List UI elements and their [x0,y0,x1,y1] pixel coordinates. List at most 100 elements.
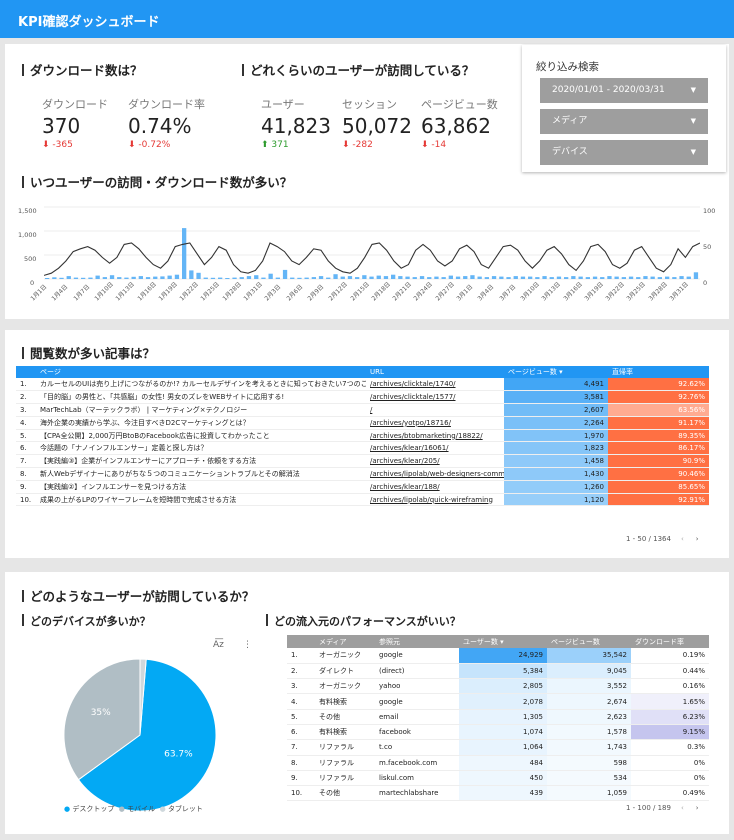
source-row[interactable]: 2. ダイレクト (direct) 5,384 9,045 0.44% [287,663,709,680]
source-row[interactable]: 9. リファラル liskul.com 450 534 0% [287,770,709,787]
row-index: 9. [16,480,36,494]
download-bar [571,276,576,279]
filter-panel: 絞り込み検索 2020/01/01 - 2020/03/31 ▼ メディア ▼ デバ… [522,45,726,172]
article-title: 海外企業の実績から学ぶ、今注目すべきD2Cマーケティングとは？ [36,416,366,430]
users-cell: 2,078 [459,693,547,710]
col-media[interactable]: メディア [315,635,375,648]
date-range-select[interactable]: 2020/01/01 - 2020/03/31 ▼ [540,78,708,103]
dlrate-cell: 1.65% [631,693,709,710]
bounce-cell: 91.17% [608,416,709,430]
source-row[interactable]: 3. オーガニック yahoo 2,805 3,552 0.16% [287,678,709,695]
download-bar [592,276,598,279]
article-title: 【実践編③】企業がインフルエンサーにアプローチ・依頼をする方法 [36,454,366,469]
article-url-link[interactable]: /archives/klear/188/ [366,480,504,494]
download-bar [542,276,547,279]
source-cell: liskul.com [375,770,459,787]
col-bounce[interactable]: 直帰率 [608,366,709,378]
pie-label: 35% [91,708,111,718]
article-row[interactable]: 7. 【実践編③】企業がインフルエンサーにアプローチ・依頼をする方法 /arch… [16,454,709,469]
col-url[interactable]: URL [366,366,504,378]
prev-page-button[interactable]: ‹ [680,535,684,543]
prev-page-button[interactable]: ‹ [680,804,684,812]
media-select[interactable]: メディア ▼ [540,109,708,134]
article-url-link[interactable]: /archives/klear/205/ [366,454,504,469]
source-row[interactable]: 1. オーガニック google 24,929 35,542 0.19% [287,648,709,664]
source-row[interactable]: 8. リファラル m.facebook.com 484 598 0% [287,755,709,771]
col-source[interactable]: 参照元 [375,635,459,648]
download-bar [686,276,691,279]
row-index: 8. [287,755,315,771]
download-bar [59,277,64,279]
download-bar [665,276,670,279]
article-url-link[interactable]: /archives/klear/16061/ [366,441,504,456]
article-row[interactable]: 4. 海外企業の実績から学ぶ、今注目すべきD2Cマーケティングとは？ /arch… [16,416,709,430]
col-pageviews[interactable]: ページビュー数 ▾ [504,366,608,378]
timeline-chart [44,206,700,280]
pv-cell: 3,552 [547,678,631,695]
pv-cell: 35,542 [547,648,631,664]
article-row[interactable]: 8. 新人Webデザイナーにありがちな５つのコミュニケーショントラブルとその解消… [16,467,709,481]
article-row[interactable]: 3. MarTechLab（マーテックラボ） | マーケティング×テクノロジー … [16,403,709,417]
more-menu-icon[interactable]: ⋮ [243,640,252,650]
download-bar [45,278,50,279]
download-bar [419,276,425,279]
users-line [44,242,700,276]
article-url-link[interactable]: /archives/yotpo/18716/ [366,416,504,430]
article-url-link[interactable]: /archives/lipolab/web-designers-communic… [366,467,504,481]
arrow-down-icon: ⬇ [42,140,53,150]
download-bar [621,277,626,279]
article-title: 新人Webデザイナーにありがちな５つのコミュニケーショントラブルとその解消法 [36,467,366,481]
next-page-button[interactable]: › [695,535,699,543]
arrow-up-icon: ⬆ [261,140,272,150]
source-row[interactable]: 6. 有料検索 facebook 1,074 1,578 9.15% [287,724,709,741]
article-row[interactable]: 6. 今話題の「ナノインフルエンサー」定義と探し方は？ /archives/kl… [16,441,709,456]
source-row[interactable]: 5. その他 email 1,305 2,623 6.23% [287,709,709,725]
legend-dot: ● [64,805,71,813]
download-bar [239,277,244,279]
device-select[interactable]: デバイス ▼ [540,140,708,165]
article-row[interactable]: 10. 成果の上がるLPのワイヤーフレームを短時間で完成させる方法 /archi… [16,493,709,507]
sort-icon[interactable]: A͞z [213,640,224,650]
article-url-link[interactable]: / [366,403,504,417]
devices-heading: どのデバイスが多いか？ [22,613,151,629]
next-page-button[interactable]: › [695,804,699,812]
article-title: 【実践編②】インフルエンサーを見つける方法 [36,480,366,494]
article-url-link[interactable]: /archives/clicktale/1740/ [366,378,504,392]
source-row[interactable]: 4. 有料検索 google 2,078 2,674 1.65% [287,693,709,710]
kpi-downloads: ダウンロード 370 ⬇ -365 [42,98,108,150]
users-cell: 439 [459,785,547,802]
source-cell: facebook [375,724,459,741]
users-cell: 2,805 [459,678,547,695]
article-url-link[interactable]: /archives/lipolab/quick-wireframing [366,493,504,507]
article-url-link[interactable]: /archives/clicktale/1577/ [366,390,504,405]
article-row[interactable]: 5. 【CPA全公開】2,000万円BtoBのFacebook広告に投資してわか… [16,429,709,443]
download-bar [124,277,129,279]
article-row[interactable]: 2. 「目的脳」の男性と、「共感脳」の女性! 男女のズレをWEBサイトに応用する… [16,390,709,405]
download-bar [477,276,482,279]
arrow-down-icon: ⬇ [342,140,353,150]
row-index: 6. [287,724,315,741]
source-row[interactable]: 10. その他 martechlabshare 439 1,059 0.49% [287,785,709,802]
download-bar [153,276,158,279]
download-bar [376,275,381,279]
kpi-users: ユーザー 41,823 ⬆ 371 [261,98,331,150]
download-bar [643,276,648,279]
col-pv[interactable]: ページビュー数 [547,635,631,648]
row-index: 1. [287,648,315,664]
pv-cell: 9,045 [547,663,631,680]
col-dlrate[interactable]: ダウンロード率 [631,635,709,648]
arrow-down-icon: ⬇ [421,140,432,150]
pageviews-cell: 2,264 [504,416,608,430]
article-row[interactable]: 1. カルーセルのUIは売り上げにつながるのか!? カルーセルデザインを考えると… [16,378,709,392]
row-index: 9. [287,770,315,787]
download-bar [167,275,172,279]
col-page[interactable]: ページ [36,366,366,378]
users-cell: 450 [459,770,547,787]
source-cell: google [375,693,459,710]
bounce-cell: 89.35% [608,429,709,443]
article-url-link[interactable]: /archives/btobmarketing/18822/ [366,429,504,443]
source-row[interactable]: 7. リファラル t.co 1,064 1,743 0.3% [287,739,709,756]
col-users[interactable]: ユーザー数 ▾ [459,635,547,648]
pageviews-cell: 1,260 [504,480,608,494]
article-row[interactable]: 9. 【実践編②】インフルエンサーを見つける方法 /archives/klear… [16,480,709,494]
